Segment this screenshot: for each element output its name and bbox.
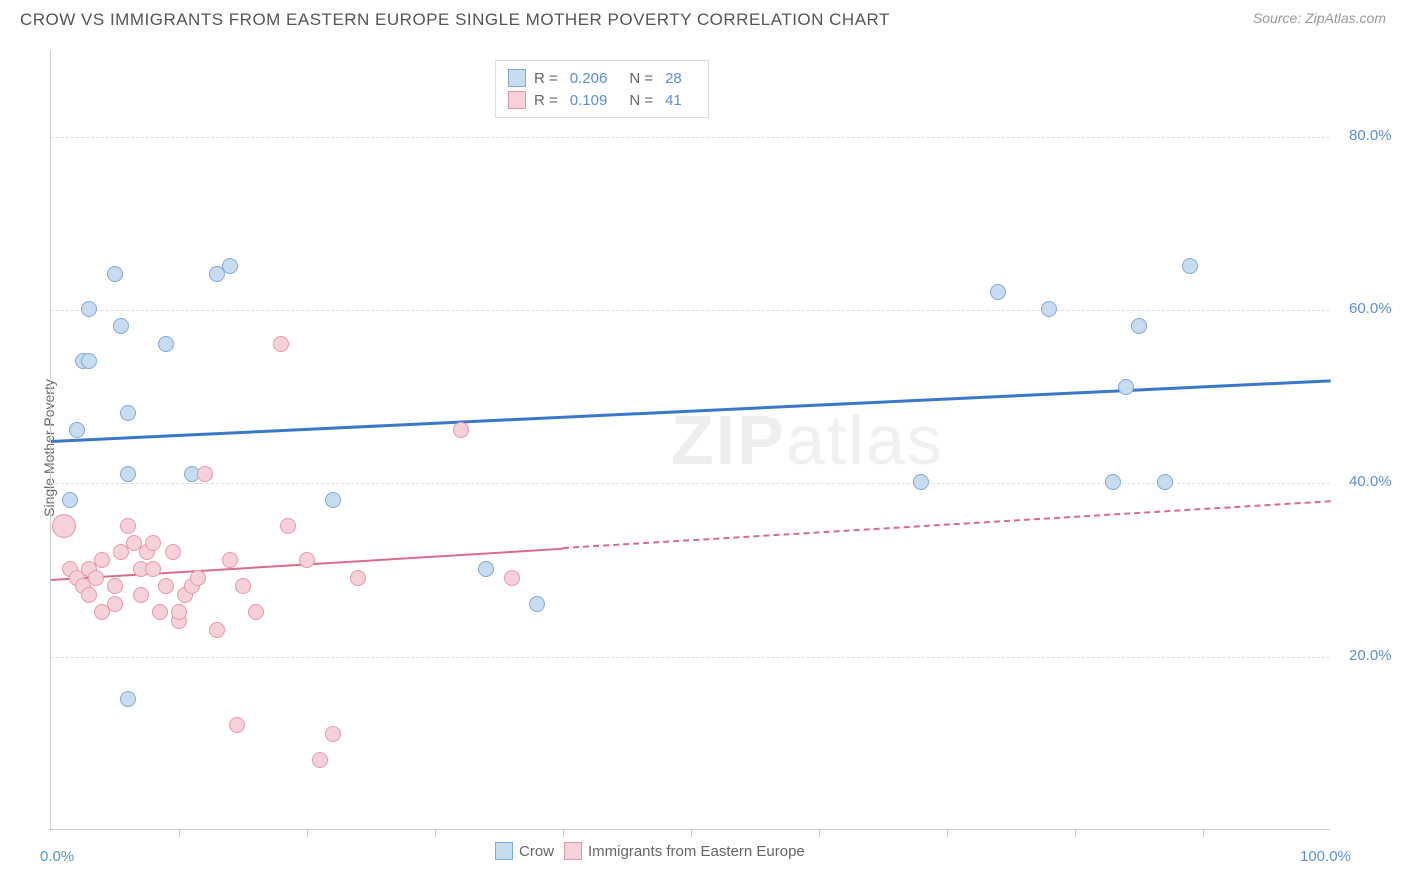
scatter-chart: ZIPatlas 20.0%40.0%60.0%80.0% <box>50 50 1330 830</box>
gridline <box>51 310 1330 311</box>
chart-title: CROW VS IMMIGRANTS FROM EASTERN EUROPE S… <box>20 10 890 30</box>
x-tick <box>1075 829 1076 837</box>
x-axis-max-label: 100.0% <box>1300 848 1351 865</box>
data-point <box>529 596 545 612</box>
data-point <box>152 604 168 620</box>
data-point <box>69 422 85 438</box>
gridline <box>51 657 1330 658</box>
data-point <box>273 336 289 352</box>
x-tick <box>563 829 564 837</box>
legend-series-label: Crow <box>519 843 554 860</box>
legend-series-item: Crow <box>495 842 554 860</box>
r-label: R = <box>534 70 558 87</box>
data-point <box>478 561 494 577</box>
x-axis-min-label: 0.0% <box>40 848 74 865</box>
data-point <box>913 474 929 490</box>
gridline <box>51 137 1330 138</box>
legend-swatch <box>495 842 513 860</box>
data-point <box>81 301 97 317</box>
data-point <box>158 336 174 352</box>
series-legend: Crow Immigrants from Eastern Europe <box>495 842 805 860</box>
data-point <box>145 561 161 577</box>
legend-swatch <box>508 69 526 87</box>
data-point <box>1118 379 1134 395</box>
gridline <box>51 483 1330 484</box>
chart-header: CROW VS IMMIGRANTS FROM EASTERN EUROPE S… <box>0 0 1406 35</box>
data-point <box>1131 318 1147 334</box>
data-point <box>325 492 341 508</box>
data-point <box>120 518 136 534</box>
n-value: 41 <box>665 92 682 109</box>
data-point <box>1105 474 1121 490</box>
r-value: 0.109 <box>570 92 608 109</box>
data-point <box>113 318 129 334</box>
data-point <box>1041 301 1057 317</box>
data-point <box>235 578 251 594</box>
data-point <box>107 596 123 612</box>
n-value: 28 <box>665 70 682 87</box>
data-point <box>133 587 149 603</box>
chart-source: Source: ZipAtlas.com <box>1253 10 1386 26</box>
x-tick <box>179 829 180 837</box>
data-point <box>145 535 161 551</box>
r-label: R = <box>534 92 558 109</box>
legend-swatch <box>508 91 526 109</box>
x-tick <box>307 829 308 837</box>
x-tick <box>947 829 948 837</box>
data-point <box>81 587 97 603</box>
data-point <box>350 570 366 586</box>
legend-stat-row: R = 0.109 N = 41 <box>508 89 696 111</box>
data-point <box>1157 474 1173 490</box>
data-point <box>280 518 296 534</box>
data-point <box>120 691 136 707</box>
data-point <box>1182 258 1198 274</box>
data-point <box>197 466 213 482</box>
data-point <box>453 422 469 438</box>
y-tick-label: 20.0% <box>1349 647 1392 664</box>
data-point <box>171 604 187 620</box>
r-value: 0.206 <box>570 70 608 87</box>
legend-series-label: Immigrants from Eastern Europe <box>588 843 805 860</box>
n-label: N = <box>629 70 653 87</box>
data-point <box>248 604 264 620</box>
data-point <box>107 266 123 282</box>
legend-swatch <box>564 842 582 860</box>
data-point <box>312 752 328 768</box>
data-point <box>165 544 181 560</box>
x-tick <box>819 829 820 837</box>
data-point <box>229 717 245 733</box>
data-point <box>88 570 104 586</box>
data-point <box>222 258 238 274</box>
trend-line <box>51 379 1331 443</box>
x-tick <box>1203 829 1204 837</box>
x-tick <box>691 829 692 837</box>
data-point <box>325 726 341 742</box>
data-point <box>190 570 206 586</box>
trend-line <box>563 501 1331 550</box>
legend-series-item: Immigrants from Eastern Europe <box>564 842 805 860</box>
data-point <box>62 492 78 508</box>
n-label: N = <box>629 92 653 109</box>
data-point <box>209 622 225 638</box>
data-point <box>120 405 136 421</box>
data-point <box>222 552 238 568</box>
data-point <box>990 284 1006 300</box>
data-point <box>94 552 110 568</box>
legend-stat-row: R = 0.206 N = 28 <box>508 67 696 89</box>
x-tick <box>435 829 436 837</box>
data-point <box>81 353 97 369</box>
y-tick-label: 40.0% <box>1349 473 1392 490</box>
y-tick-label: 60.0% <box>1349 300 1392 317</box>
data-point <box>299 552 315 568</box>
data-point <box>504 570 520 586</box>
data-point <box>120 466 136 482</box>
correlation-legend: R = 0.206 N = 28 R = 0.109 N = 41 <box>495 60 709 118</box>
y-tick-label: 80.0% <box>1349 127 1392 144</box>
data-point <box>52 514 76 538</box>
watermark-thin: atlas <box>786 401 944 479</box>
data-point <box>107 578 123 594</box>
data-point <box>158 578 174 594</box>
watermark: ZIPatlas <box>671 400 944 480</box>
